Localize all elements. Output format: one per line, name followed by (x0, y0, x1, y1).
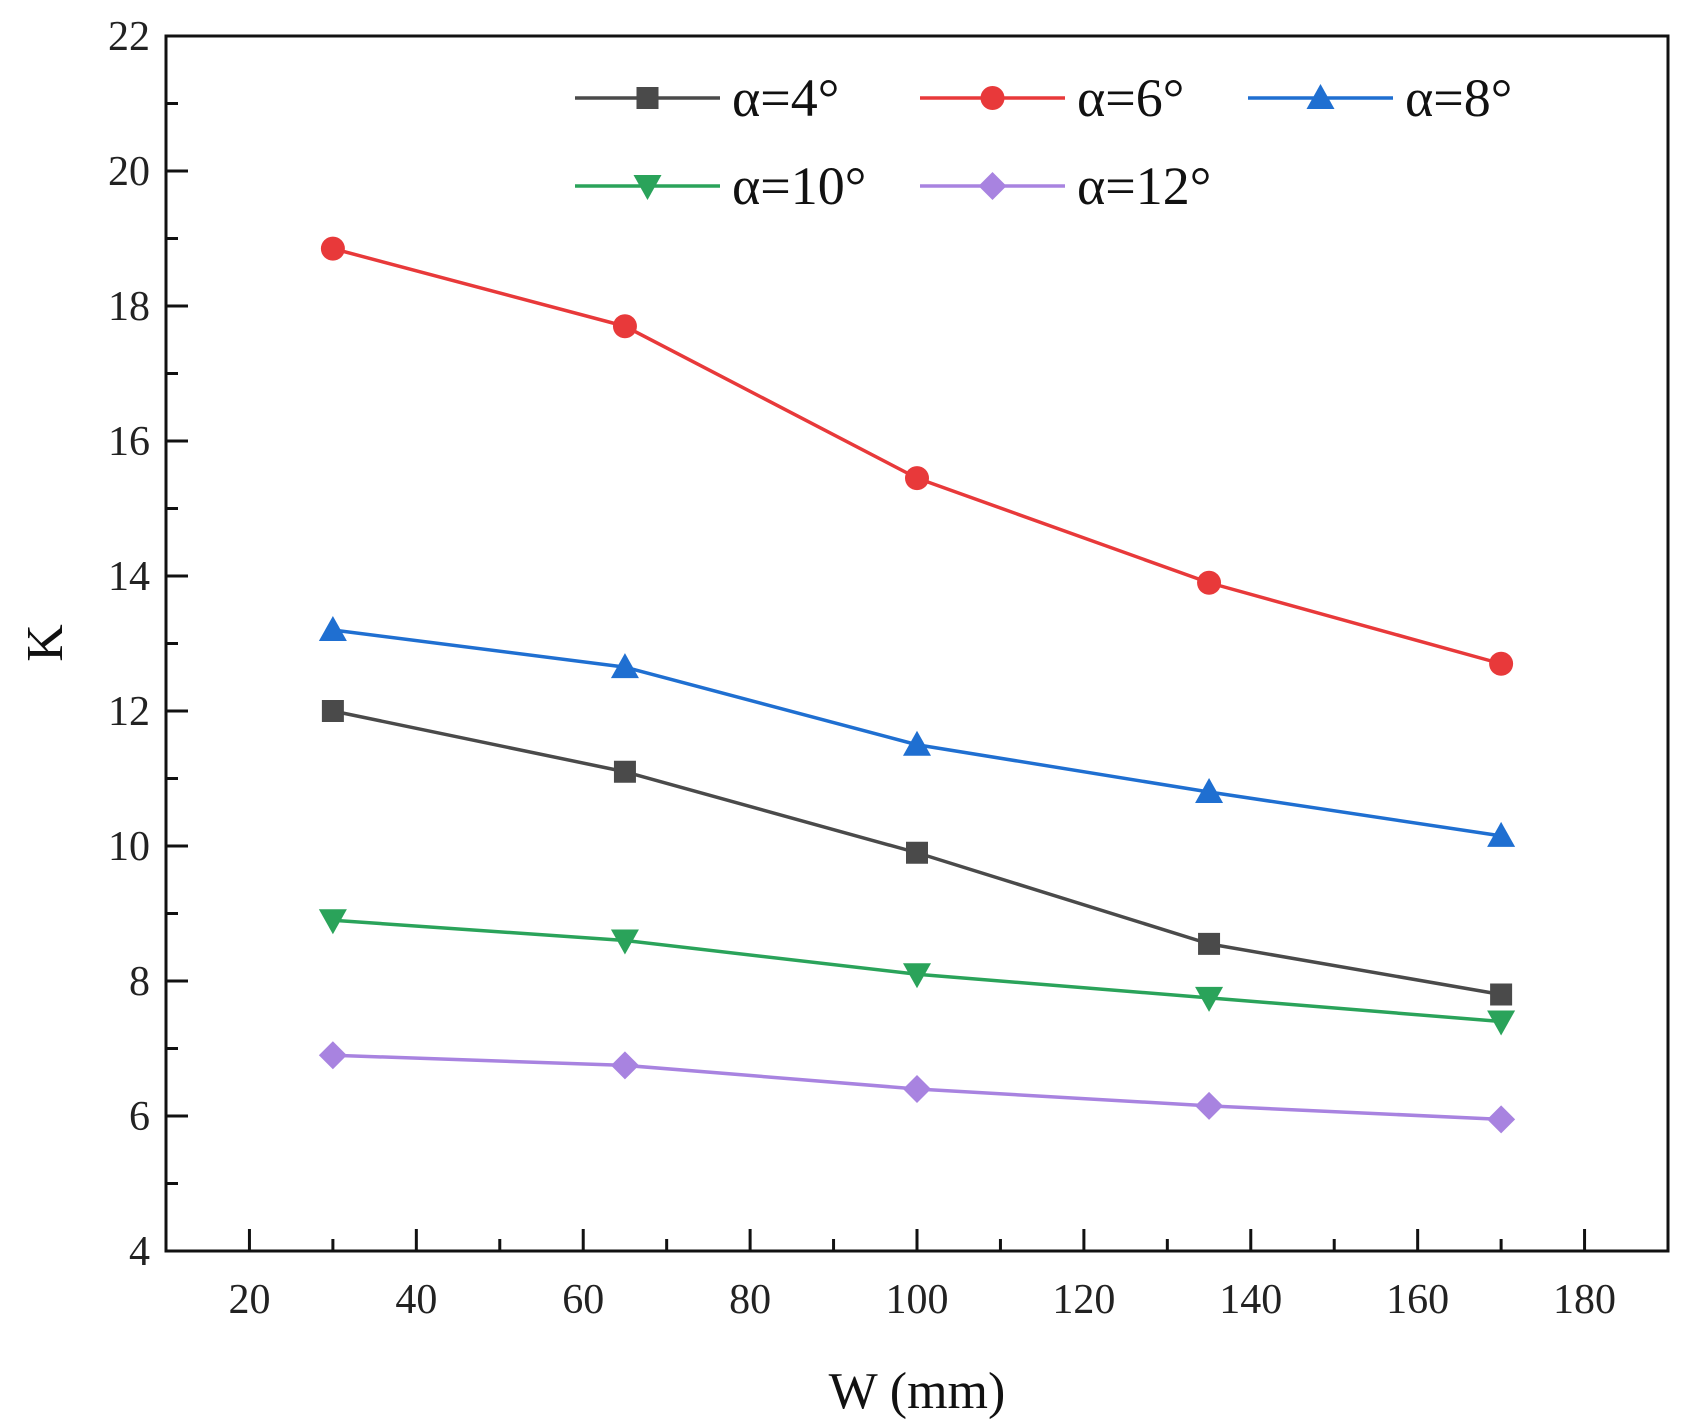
y-tick-label: 14 (108, 554, 150, 600)
y-tick-label: 6 (129, 1094, 150, 1140)
data-point-series-3 (1487, 821, 1516, 847)
data-point-series-1 (1198, 932, 1221, 955)
data-point-series-3 (903, 730, 931, 756)
y-tick-label: 22 (108, 14, 150, 60)
x-tick-label: 180 (1553, 1277, 1616, 1323)
legend-swatch-marker (636, 87, 659, 109)
data-point-series-4 (610, 929, 639, 955)
x-tick-label: 20 (228, 1277, 270, 1323)
x-tick-label: 100 (886, 1277, 949, 1323)
legend-label: α=6° (1077, 68, 1184, 128)
legend: α=4° α=6° α=8° α=10° α=12° (575, 68, 1512, 216)
data-point-series-5 (318, 1041, 347, 1070)
data-point-series-5 (1487, 1105, 1516, 1134)
y-axis-title: K (17, 624, 74, 662)
data-point-series-4 (903, 963, 931, 989)
plot-frame (164, 34, 1670, 1253)
x-tick-label: 140 (1219, 1277, 1282, 1323)
y-tick-label: 12 (108, 689, 150, 735)
legend-swatch-marker (978, 172, 1007, 200)
legend-label: α=8° (1405, 68, 1512, 128)
y-tick-label: 16 (108, 419, 150, 465)
data-point-series-1 (906, 841, 928, 864)
legend-swatch-marker (633, 175, 662, 200)
data-point-series-4 (1195, 986, 1224, 1012)
x-tick-label: 80 (729, 1277, 771, 1323)
legend-swatch-marker (980, 86, 1005, 110)
y-tick-label: 4 (129, 1229, 150, 1275)
data-point-series-3 (1195, 778, 1224, 803)
legend-swatch-marker (1306, 84, 1335, 109)
data-point-series-2 (1197, 570, 1222, 595)
data-point-series-5 (1195, 1091, 1224, 1120)
series-lines (332, 246, 1502, 1122)
data-point-series-2 (905, 466, 929, 491)
data-point-series-2 (612, 314, 637, 339)
data-point-series-5 (903, 1075, 931, 1103)
x-tick-label: 60 (562, 1277, 604, 1323)
y-tick-label: 8 (129, 959, 150, 1005)
data-point-series-2 (320, 236, 345, 261)
data-point-series-1 (1490, 983, 1513, 1006)
x-tick-label: 40 (395, 1277, 437, 1323)
x-tick-label: 160 (1386, 1277, 1449, 1323)
y-tick-label: 20 (108, 149, 150, 195)
y-tick-label: 10 (108, 824, 150, 870)
data-point-series-2 (1489, 651, 1514, 676)
x-tick-labels: 20 40 60 80 100 120 140 160 180 (228, 1277, 1616, 1323)
axis-ticks (166, 34, 1587, 1253)
data-point-series-1 (613, 760, 636, 783)
data-point-series-3 (318, 616, 347, 641)
x-tick-label: 120 (1052, 1277, 1115, 1323)
y-tick-label: 18 (108, 284, 150, 330)
data-point-series-3 (610, 653, 639, 679)
series-line-2 (332, 246, 1502, 666)
legend-label: α=10° (732, 156, 866, 216)
legend-label: α=12° (1077, 156, 1211, 216)
x-axis-title: W (mm) (829, 1363, 1006, 1420)
data-point-series-5 (610, 1051, 639, 1080)
data-point-series-1 (321, 700, 344, 722)
data-point-series-4 (1487, 1010, 1516, 1036)
data-point-series-4 (318, 909, 347, 935)
legend-label: α=4° (732, 68, 839, 128)
series-markers (318, 236, 1516, 1134)
y-tick-labels: 4 6 8 10 12 14 16 18 20 22 (108, 14, 150, 1275)
